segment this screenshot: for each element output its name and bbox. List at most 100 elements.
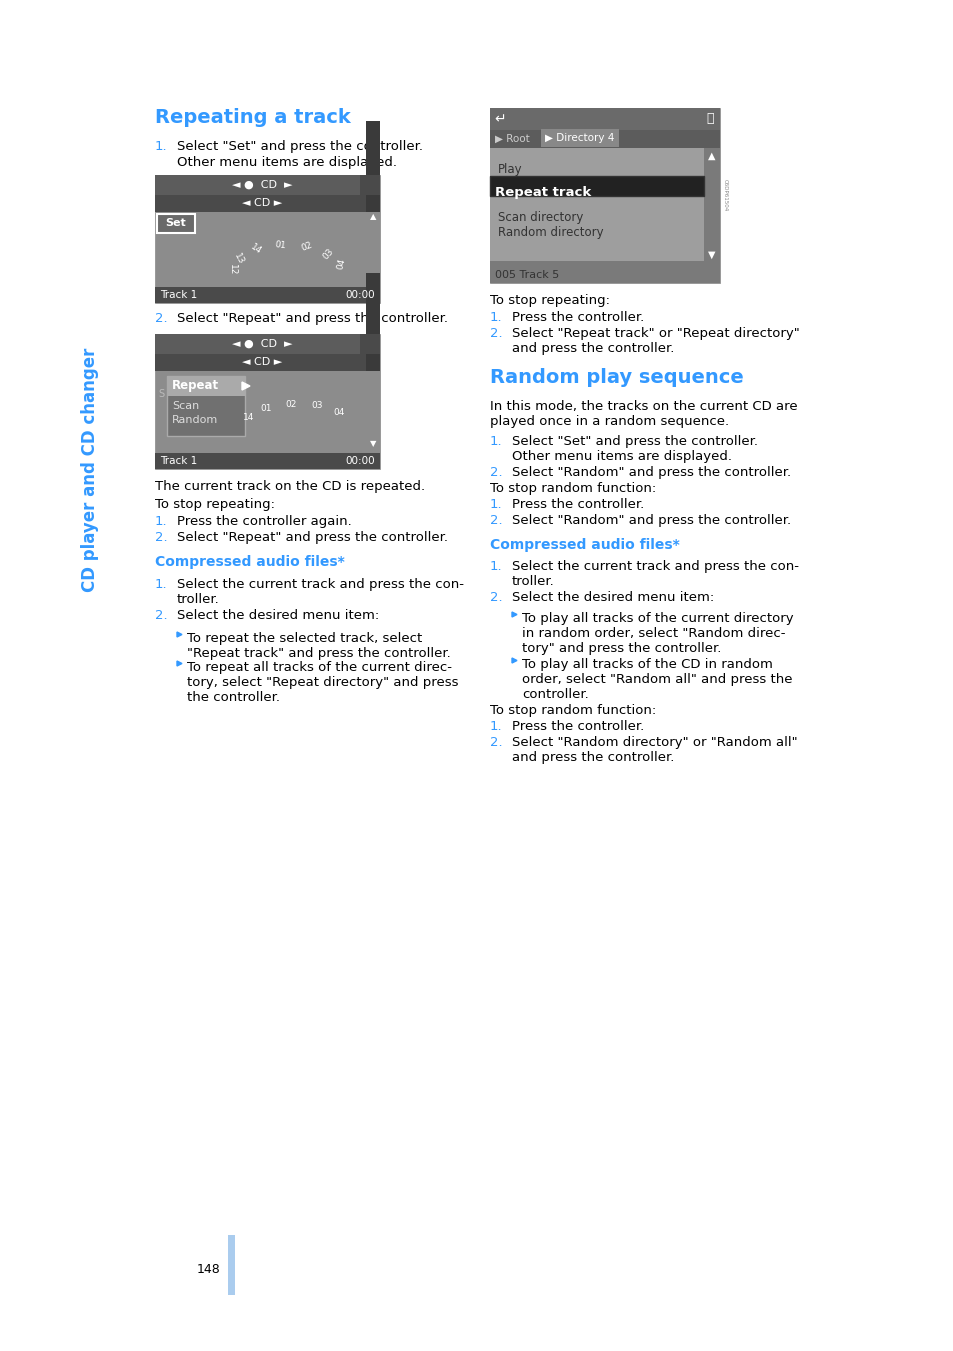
Text: Repeat: Repeat <box>172 380 219 393</box>
Text: Select "Set" and press the controller.: Select "Set" and press the controller. <box>512 435 758 449</box>
Text: Press the controller again.: Press the controller again. <box>177 515 352 528</box>
Text: Random play sequence: Random play sequence <box>490 367 743 386</box>
Text: To stop random function:: To stop random function: <box>490 704 656 717</box>
Text: order, select "Random all" and press the: order, select "Random all" and press the <box>521 673 792 686</box>
Text: Play: Play <box>497 163 522 176</box>
Polygon shape <box>177 632 182 638</box>
Text: To stop repeating:: To stop repeating: <box>154 499 274 511</box>
Text: To play all tracks of the current directory: To play all tracks of the current direct… <box>521 612 793 626</box>
FancyBboxPatch shape <box>154 195 379 212</box>
Text: Select "Repeat" and press the controller.: Select "Repeat" and press the controller… <box>177 312 448 326</box>
Text: ▼: ▼ <box>370 439 375 449</box>
Text: played once in a random sequence.: played once in a random sequence. <box>490 415 728 428</box>
Text: ◄ CD ►: ◄ CD ► <box>242 199 282 208</box>
Polygon shape <box>242 382 250 390</box>
Text: Press the controller.: Press the controller. <box>512 311 643 324</box>
Text: 00:00: 00:00 <box>345 290 375 300</box>
Text: 03: 03 <box>311 401 322 411</box>
Text: tory, select "Repeat directory" and press: tory, select "Repeat directory" and pres… <box>187 676 458 689</box>
Text: Select the desired menu item:: Select the desired menu item: <box>512 590 714 604</box>
Text: troller.: troller. <box>512 576 554 588</box>
Text: ◄ ●  CD  ►: ◄ ● CD ► <box>232 339 293 349</box>
Polygon shape <box>512 612 517 617</box>
Text: 1.: 1. <box>490 435 502 449</box>
Text: Repeat track: Repeat track <box>495 186 591 199</box>
Text: Select "Random" and press the controller.: Select "Random" and press the controller… <box>512 513 790 527</box>
FancyBboxPatch shape <box>490 108 720 130</box>
Text: 1.: 1. <box>490 311 502 324</box>
Text: 2.: 2. <box>490 466 502 480</box>
Text: 2.: 2. <box>490 327 502 340</box>
Text: Select the current track and press the con-: Select the current track and press the c… <box>177 578 463 590</box>
Text: Press the controller.: Press the controller. <box>512 720 643 734</box>
Text: 03: 03 <box>321 246 335 261</box>
Text: tory" and press the controller.: tory" and press the controller. <box>521 642 720 655</box>
Text: ⓘ: ⓘ <box>705 112 713 126</box>
Text: To repeat the selected track, select: To repeat the selected track, select <box>187 632 422 644</box>
Polygon shape <box>177 661 182 666</box>
Text: To stop repeating:: To stop repeating: <box>490 295 609 307</box>
Text: 1.: 1. <box>154 515 168 528</box>
Text: 1.: 1. <box>154 578 168 590</box>
FancyBboxPatch shape <box>154 453 379 469</box>
FancyBboxPatch shape <box>167 376 245 396</box>
Text: Track 1: Track 1 <box>160 290 197 300</box>
Text: To repeat all tracks of the current direc-: To repeat all tracks of the current dire… <box>187 661 452 674</box>
Text: Select "Repeat" and press the controller.: Select "Repeat" and press the controller… <box>177 531 448 544</box>
Text: 1.: 1. <box>490 720 502 734</box>
FancyBboxPatch shape <box>154 354 379 372</box>
Text: ◄ ●  CD  ►: ◄ ● CD ► <box>232 180 293 190</box>
Text: Set: Set <box>166 218 186 228</box>
Text: 00:00: 00:00 <box>345 457 375 466</box>
Text: ↵: ↵ <box>494 112 505 126</box>
Text: Repeating a track: Repeating a track <box>154 108 351 127</box>
Text: ◄ CD ►: ◄ CD ► <box>242 357 282 367</box>
Text: 01: 01 <box>260 404 272 413</box>
Text: in random order, select "Random direc-: in random order, select "Random direc- <box>521 627 784 640</box>
Text: 12: 12 <box>228 265 236 276</box>
Text: 148: 148 <box>196 1263 220 1275</box>
FancyBboxPatch shape <box>154 176 379 195</box>
Text: troller.: troller. <box>177 593 219 607</box>
Text: 1.: 1. <box>154 141 168 153</box>
FancyBboxPatch shape <box>366 122 379 212</box>
Text: Compressed audio files*: Compressed audio files* <box>490 538 679 553</box>
FancyBboxPatch shape <box>703 149 720 261</box>
Text: and press the controller.: and press the controller. <box>512 342 674 355</box>
Text: 02: 02 <box>285 400 296 409</box>
Text: 2.: 2. <box>490 513 502 527</box>
Text: "Repeat track" and press the controller.: "Repeat track" and press the controller. <box>187 647 450 661</box>
Text: ▼: ▼ <box>707 250 715 259</box>
Text: 02: 02 <box>300 240 314 253</box>
Text: The current track on the CD is repeated.: The current track on the CD is repeated. <box>154 480 425 493</box>
FancyBboxPatch shape <box>490 108 720 282</box>
Text: ▲: ▲ <box>370 212 375 222</box>
FancyBboxPatch shape <box>490 149 703 261</box>
Text: and press the controller.: and press the controller. <box>512 751 674 765</box>
Text: 04: 04 <box>335 258 346 270</box>
Text: 2.: 2. <box>154 531 168 544</box>
Text: To stop random function:: To stop random function: <box>490 482 656 494</box>
Text: Random: Random <box>172 415 218 426</box>
Text: the controller.: the controller. <box>187 690 280 704</box>
Text: 13: 13 <box>232 251 245 266</box>
Text: ▶ Directory 4: ▶ Directory 4 <box>545 132 614 143</box>
Text: In this mode, the tracks on the current CD are: In this mode, the tracks on the current … <box>490 400 797 413</box>
FancyBboxPatch shape <box>490 261 720 282</box>
FancyBboxPatch shape <box>154 334 379 354</box>
Text: 1.: 1. <box>490 499 502 511</box>
Text: 2.: 2. <box>490 736 502 748</box>
Text: C6DP61504: C6DP61504 <box>722 180 727 212</box>
FancyBboxPatch shape <box>359 334 379 354</box>
Text: Track 1: Track 1 <box>160 457 197 466</box>
FancyBboxPatch shape <box>167 376 245 436</box>
Text: Select the desired menu item:: Select the desired menu item: <box>177 609 379 621</box>
FancyBboxPatch shape <box>157 213 194 232</box>
Text: Compressed audio files*: Compressed audio files* <box>154 555 344 569</box>
FancyBboxPatch shape <box>490 130 720 149</box>
Text: Scan: Scan <box>172 401 199 411</box>
Text: 2.: 2. <box>154 312 168 326</box>
FancyBboxPatch shape <box>154 286 379 303</box>
Text: Press the controller.: Press the controller. <box>512 499 643 511</box>
Text: 2.: 2. <box>154 609 168 621</box>
